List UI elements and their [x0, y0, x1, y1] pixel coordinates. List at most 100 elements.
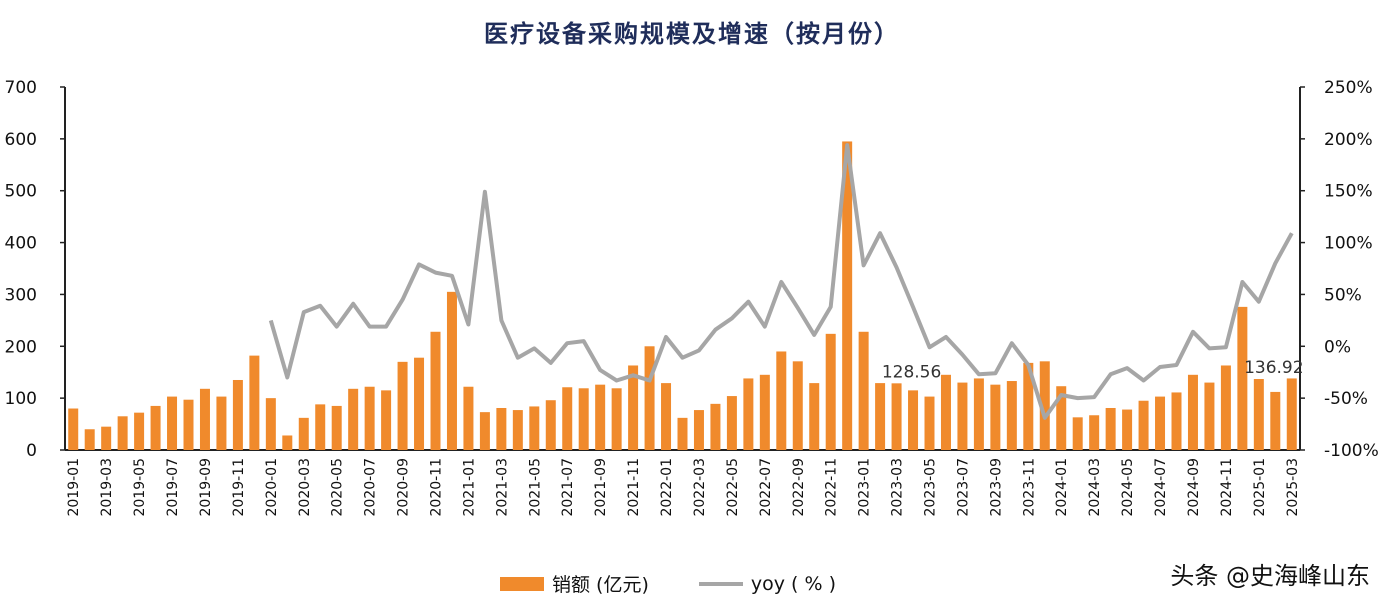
x-tick-label: 2021-11 [626, 458, 642, 517]
left-tick-label: 100 [5, 389, 37, 409]
x-tick-label: 2022-05 [725, 458, 741, 517]
legend-bar-label: 销额 (亿元) [552, 574, 649, 596]
bar-2022-06 [743, 378, 754, 450]
bar-2022-04 [710, 403, 721, 450]
bar-2023-02 [875, 383, 886, 450]
bar-2023-04 [908, 390, 919, 450]
bar-2021-02 [479, 412, 490, 450]
bar-2024-07 [1155, 396, 1166, 450]
left-tick-label: 200 [5, 337, 37, 357]
x-tick-label: 2022-11 [824, 458, 840, 517]
bar-2021-06 [545, 400, 556, 450]
x-tick-label: 2024-11 [1219, 458, 1235, 517]
left-tick-label: 400 [5, 234, 37, 254]
bar-2023-11 [1023, 362, 1034, 450]
right-tick-label: 100% [1324, 234, 1373, 254]
x-tick-label: 2022-03 [692, 458, 708, 517]
bar-2025-03 [1286, 378, 1297, 450]
bar-2024-10 [1204, 382, 1215, 450]
bar-2024-05 [1122, 409, 1133, 450]
bar-2020-09 [397, 361, 408, 450]
bar-2019-06 [150, 405, 161, 450]
bar-2024-02 [1072, 417, 1083, 450]
legend-bar-swatch [500, 576, 544, 591]
bar-2025-02 [1270, 391, 1281, 450]
x-tick-label: 2021-01 [461, 458, 477, 516]
bar-2024-12 [1237, 306, 1248, 450]
x-tick-label: 2020-01 [264, 458, 280, 517]
x-tick-label: 2025-03 [1285, 458, 1301, 517]
bar-2022-03 [693, 410, 704, 450]
bar-2020-12 [446, 291, 457, 450]
x-tick-label: 2023-09 [988, 458, 1004, 517]
bar-2019-11 [232, 379, 243, 450]
x-tick-label: 2019-03 [99, 458, 115, 517]
bar-2023-07 [957, 382, 968, 450]
watermark: 头条 @史海峰山东 [1170, 562, 1370, 590]
left-tick-label: 600 [5, 130, 37, 150]
bar-2020-05 [331, 405, 342, 450]
chart-title: 医疗设备采购规模及增速（按月份） [484, 19, 900, 48]
data-label: 128.56 [882, 362, 941, 382]
bar-2021-12 [644, 346, 655, 450]
bar-2019-09 [199, 388, 210, 450]
x-tick-label: 2020-11 [429, 458, 445, 517]
bar-2019-07 [167, 396, 178, 450]
x-tick-label: 2024-03 [1087, 458, 1103, 517]
x-tick-label: 2022-09 [791, 458, 807, 517]
bar-2019-12 [249, 355, 260, 450]
bar-2022-12 [842, 141, 853, 450]
x-tick-label: 2022-01 [659, 458, 675, 517]
x-tick-label: 2020-07 [363, 458, 379, 517]
bar-2023-01 [858, 331, 869, 450]
bar-2020-11 [430, 331, 441, 450]
x-tick-label: 2019-07 [165, 458, 181, 517]
bar-2023-09 [990, 384, 1001, 450]
bar-2023-08 [973, 378, 984, 450]
legend: 销额 (亿元) yoy ( % ) [500, 570, 836, 597]
bar-2019-10 [216, 396, 227, 450]
bar-2019-02 [84, 429, 95, 450]
bar-2023-12 [1039, 361, 1050, 450]
bar-2020-06 [348, 388, 359, 450]
right-tick-label: -100% [1324, 441, 1379, 461]
x-tick-label: 2020-03 [297, 458, 313, 517]
bar-2021-09 [595, 384, 606, 450]
bar-2020-04 [315, 404, 326, 450]
bar-2020-08 [381, 390, 392, 450]
data-label: 136.92 [1244, 358, 1303, 378]
x-tick-label: 2023-11 [1021, 458, 1037, 517]
bar-2021-03 [496, 407, 507, 450]
right-tick-label: 200% [1324, 130, 1373, 150]
left-tick-label: 0 [26, 441, 37, 461]
x-tick-label: 2023-07 [955, 458, 971, 517]
bar-2024-04 [1105, 407, 1116, 450]
x-tick-label: 2021-07 [560, 458, 576, 517]
bar-2022-10 [809, 383, 820, 450]
bar-2025-01 [1253, 378, 1264, 450]
bar-2024-01 [1056, 386, 1067, 450]
bar-2021-05 [529, 406, 540, 450]
left-tick-label: 700 [5, 78, 37, 98]
legend-line-swatch [698, 581, 743, 586]
x-tick-label: 2023-05 [923, 458, 939, 517]
bar-2022-05 [726, 396, 737, 450]
x-tick-label: 2025-01 [1252, 458, 1268, 517]
bar-2022-02 [677, 417, 688, 450]
x-tick-label: 2019-05 [132, 458, 148, 517]
x-tick-label: 2019-01 [66, 458, 82, 517]
bar-2021-04 [512, 410, 523, 450]
x-tick-label: 2024-01 [1054, 458, 1070, 517]
bar-2022-09 [792, 361, 803, 450]
bar-2022-08 [776, 351, 787, 450]
bar-2024-03 [1089, 415, 1100, 450]
bar-2021-07 [562, 387, 573, 450]
bar-2020-03 [298, 417, 309, 450]
bar-2019-03 [101, 426, 112, 450]
bar-2021-10 [611, 388, 622, 450]
bar-2022-01 [661, 383, 672, 450]
x-tick-label: 2021-05 [527, 458, 543, 517]
x-tick-label: 2024-09 [1186, 458, 1202, 517]
x-tick-label: 2024-07 [1153, 458, 1169, 517]
